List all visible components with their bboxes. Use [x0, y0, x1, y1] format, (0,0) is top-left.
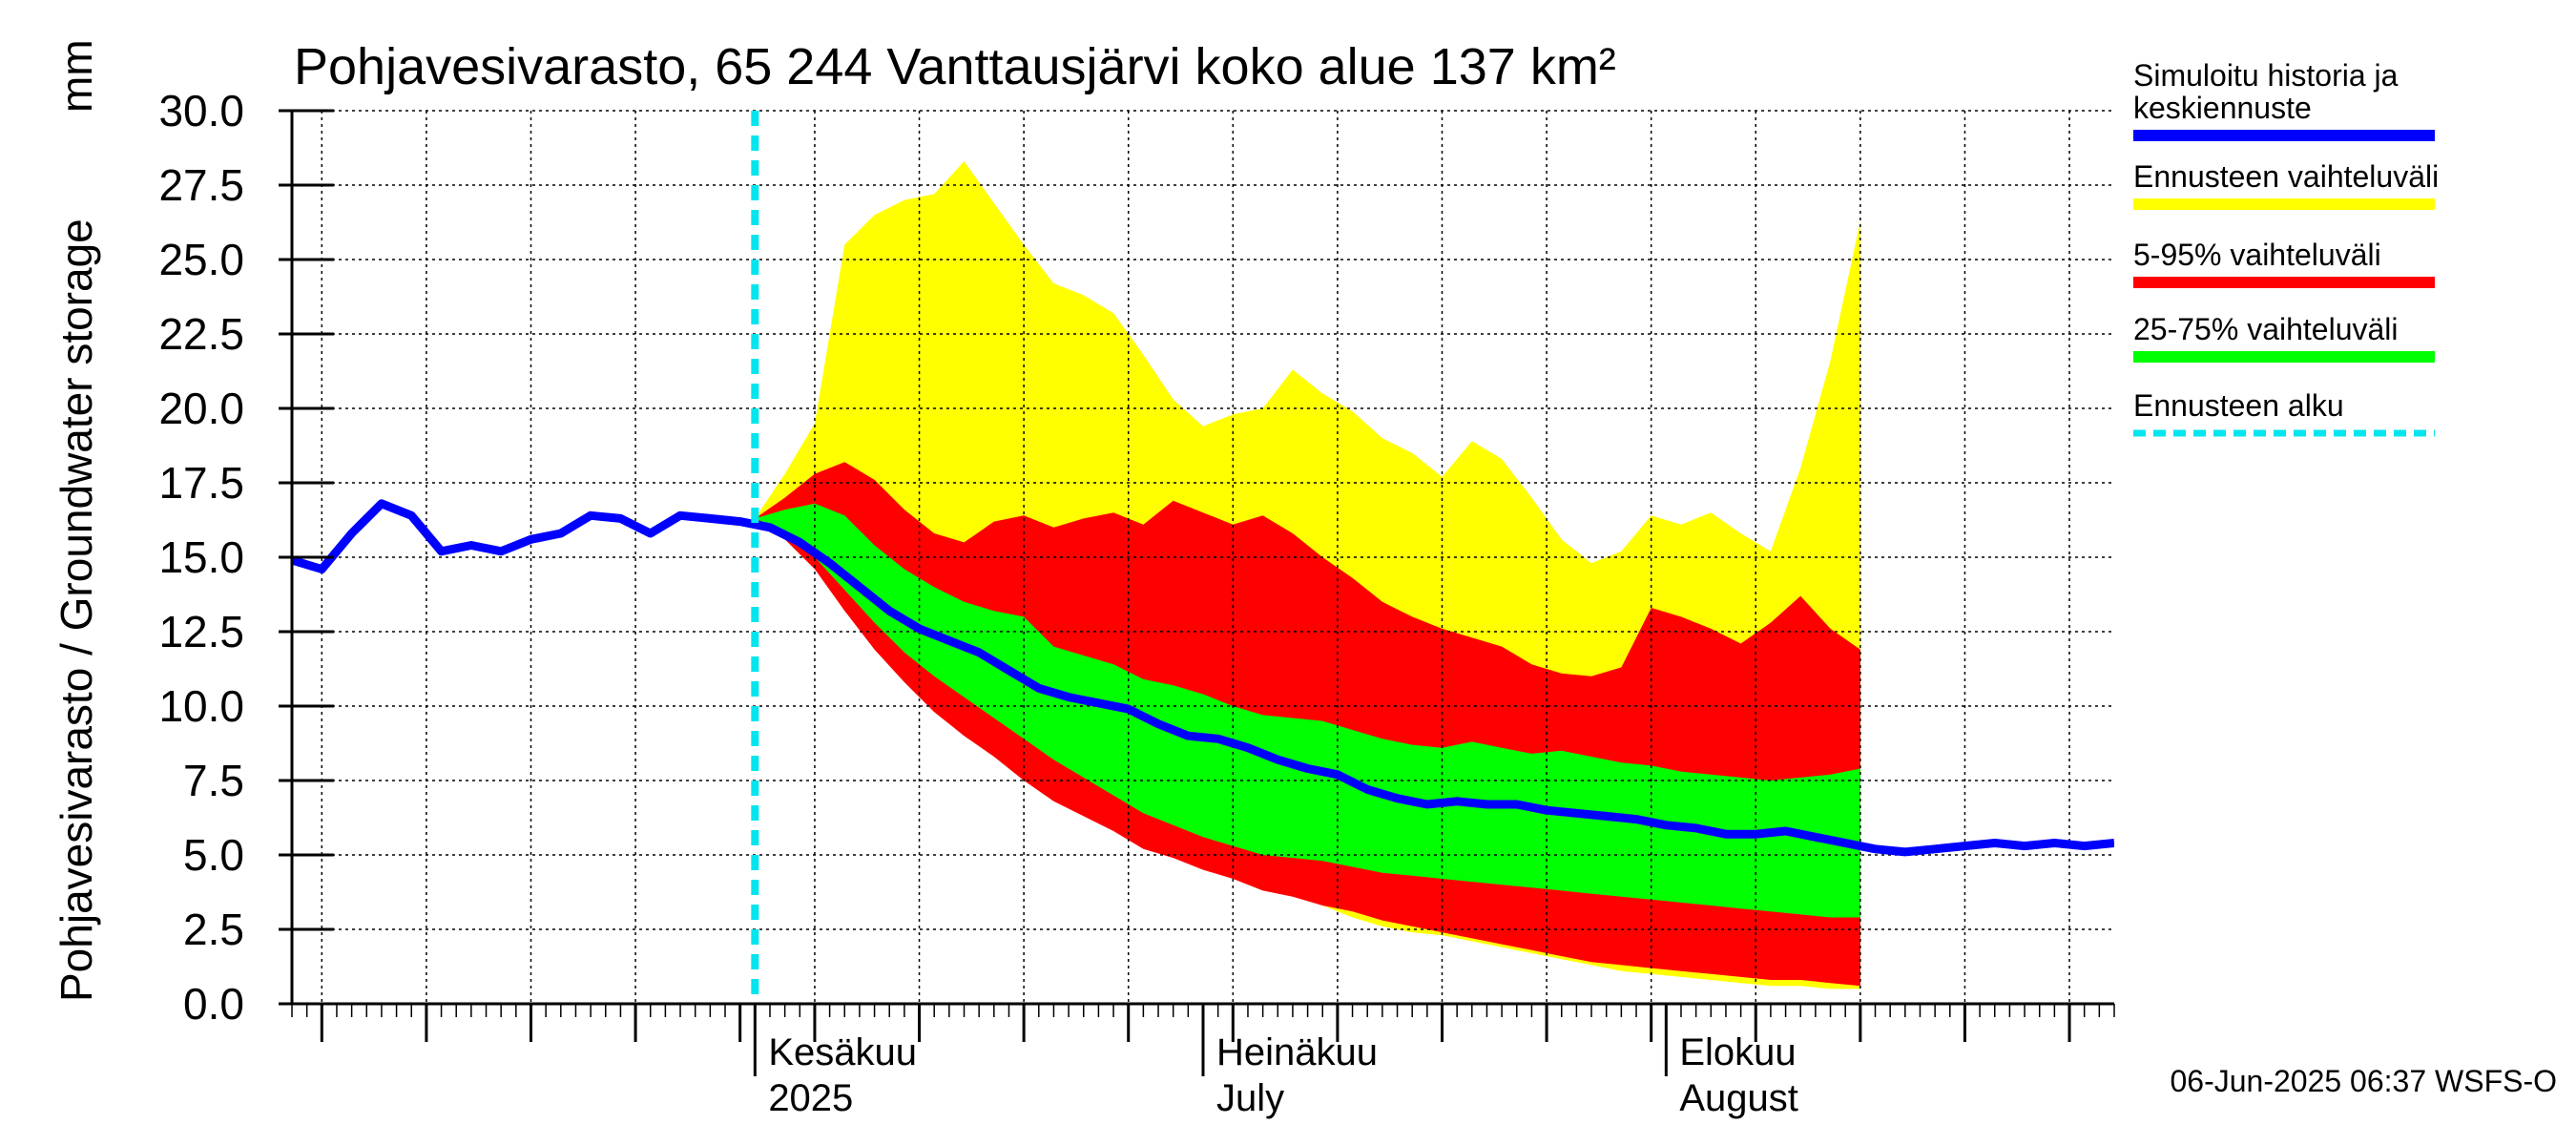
legend-label: 5-95% vaihteluväli: [2133, 238, 2381, 272]
y-tick-label: 25.0: [158, 235, 244, 284]
y-tick-label: 20.0: [158, 384, 244, 433]
y-tick-label: 22.5: [158, 309, 244, 359]
plot-area: 0.0 2.5 5.0 7.5 10.0 12.5 15.0 17.5 20.0 22.5 25.0…: [158, 86, 2115, 1119]
y-tick-label: 7.5: [183, 756, 244, 805]
y-tick-label: 5.0: [183, 830, 244, 880]
y-axis-label: Pohjavesivarasto / Groundwater storage: [52, 219, 101, 1002]
legend-label: Ennusteen vaihteluväli: [2133, 159, 2439, 194]
x-month-sublabel: 2025: [768, 1077, 853, 1119]
legend-label: 25-75% vaihteluväli: [2133, 312, 2399, 346]
grid-lines: [292, 110, 2114, 1004]
legend-label: Ennusteen alku: [2133, 388, 2344, 423]
y-axis-unit: mm: [52, 39, 101, 113]
mean-line: [292, 499, 2114, 857]
y-tick-label: 27.5: [158, 160, 244, 210]
y-tick-label: 2.5: [183, 905, 244, 954]
x-month-label: Elokuu: [1679, 1031, 1796, 1073]
y-tick-label: 30.0: [158, 86, 244, 135]
x-month-sublabel: August: [1679, 1077, 1798, 1119]
x-month-label: Kesäkuu: [768, 1031, 917, 1073]
legend-label: Simuloitu historia ja: [2133, 58, 2399, 93]
y-tick-label: 10.0: [158, 681, 244, 731]
legend-label-line2: keskiennuste: [2133, 91, 2312, 125]
y-tick-label: 0.0: [183, 979, 244, 1029]
footer-timestamp: 06-Jun-2025 06:37 WSFS-O: [2170, 1064, 2557, 1098]
y-tick-label: 17.5: [158, 458, 244, 508]
x-month-sublabel: July: [1216, 1077, 1284, 1119]
x-month-label: Heinäkuu: [1216, 1031, 1378, 1073]
bands-group: [755, 161, 1860, 989]
y-tick-label: 12.5: [158, 607, 244, 656]
y-tick-label: 15.0: [158, 532, 244, 582]
chart-title: Pohjavesivarasto, 65 244 Vanttausjärvi k…: [294, 38, 1616, 95]
